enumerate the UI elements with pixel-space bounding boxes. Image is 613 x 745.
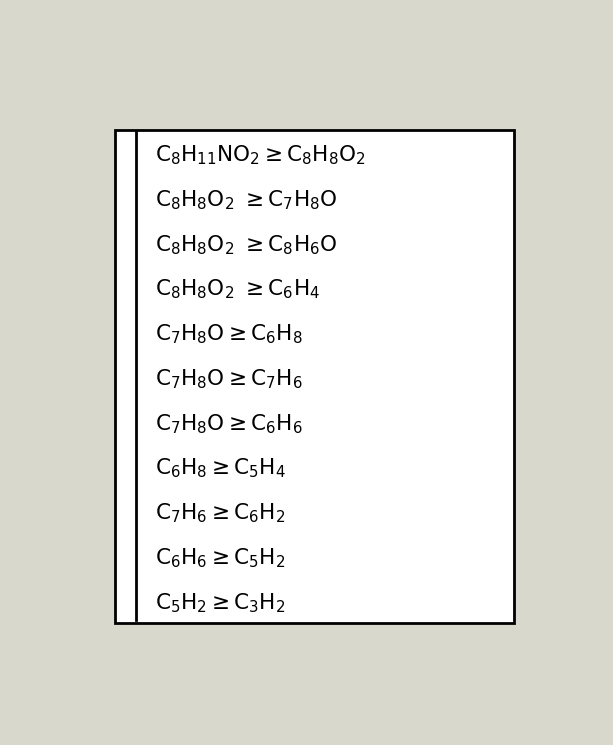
Text: $\mathrm{C_7H_8O \geq C_6H_6}$: $\mathrm{C_7H_8O \geq C_6H_6}$ <box>155 412 303 436</box>
Bar <box>115 130 514 623</box>
Text: $\mathrm{C_7H_8O \geq C_6H_8}$: $\mathrm{C_7H_8O \geq C_6H_8}$ <box>155 323 303 346</box>
Text: $\mathrm{C_6H_8 \geq C_5H_4}$: $\mathrm{C_6H_8 \geq C_5H_4}$ <box>155 457 286 481</box>
Text: $\mathrm{C_7H_6 \geq C_6H_2}$: $\mathrm{C_7H_6 \geq C_6H_2}$ <box>155 501 285 525</box>
Text: $\mathrm{C_5H_2 \geq C_3H_2}$: $\mathrm{C_5H_2 \geq C_3H_2}$ <box>155 591 285 615</box>
Text: $\mathrm{C_8H_{11}NO_2 \geq C_8H_8O_2}$: $\mathrm{C_8H_{11}NO_2 \geq C_8H_8O_2}$ <box>155 144 365 167</box>
Text: $\mathrm{C_8H_8O_2 \ \geq C_8H_6O}$: $\mathrm{C_8H_8O_2 \ \geq C_8H_6O}$ <box>155 233 337 257</box>
Text: $\mathrm{C_7H_8O \geq C_7H_6}$: $\mathrm{C_7H_8O \geq C_7H_6}$ <box>155 367 303 391</box>
Text: $\mathrm{C_8H_8O_2 \ \geq C_7H_8O}$: $\mathrm{C_8H_8O_2 \ \geq C_7H_8O}$ <box>155 188 337 212</box>
Text: $\mathrm{C_8H_8O_2 \ \geq C_6H_4}$: $\mathrm{C_8H_8O_2 \ \geq C_6H_4}$ <box>155 278 320 302</box>
Text: $\mathrm{C_6H_6 \geq C_5H_2}$: $\mathrm{C_6H_6 \geq C_5H_2}$ <box>155 546 285 570</box>
